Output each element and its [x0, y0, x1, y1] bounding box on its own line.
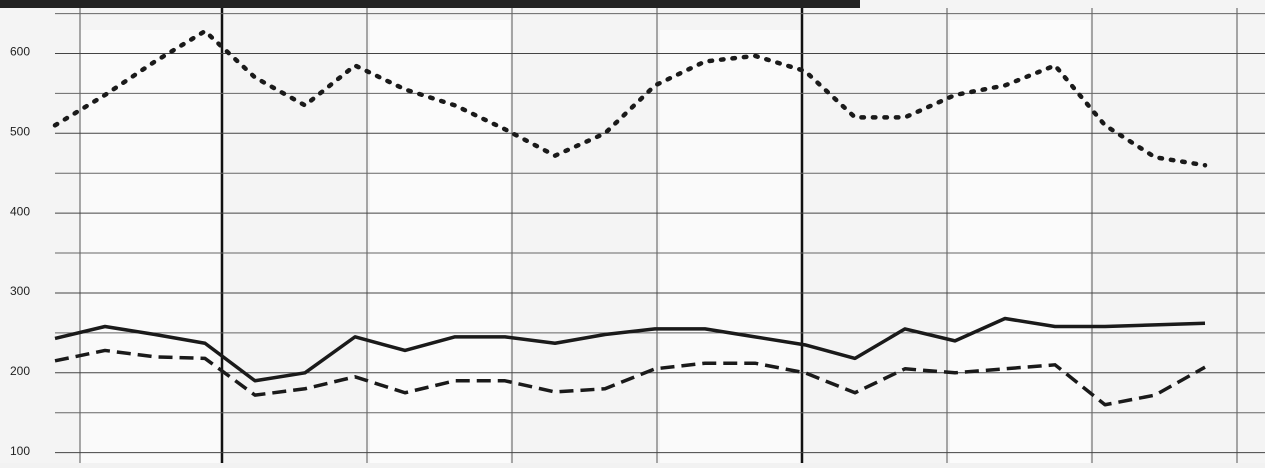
- top-bar: [0, 0, 860, 8]
- y-tick-label: 600: [10, 45, 30, 59]
- y-tick-label: 100: [10, 444, 30, 458]
- line-series: [54, 348, 1206, 407]
- y-tick-label: 400: [10, 204, 30, 218]
- vertical-grid: [79, 8, 1238, 463]
- y-tick-label: 200: [10, 364, 30, 378]
- panel: [370, 20, 510, 463]
- y-tick-label: 500: [10, 124, 30, 138]
- panel: [660, 30, 800, 463]
- y-tick-label: 300: [10, 284, 30, 298]
- line-series: [54, 316, 1206, 383]
- panel: [80, 30, 220, 463]
- line-series: [52, 28, 1208, 168]
- panel: [950, 20, 1090, 463]
